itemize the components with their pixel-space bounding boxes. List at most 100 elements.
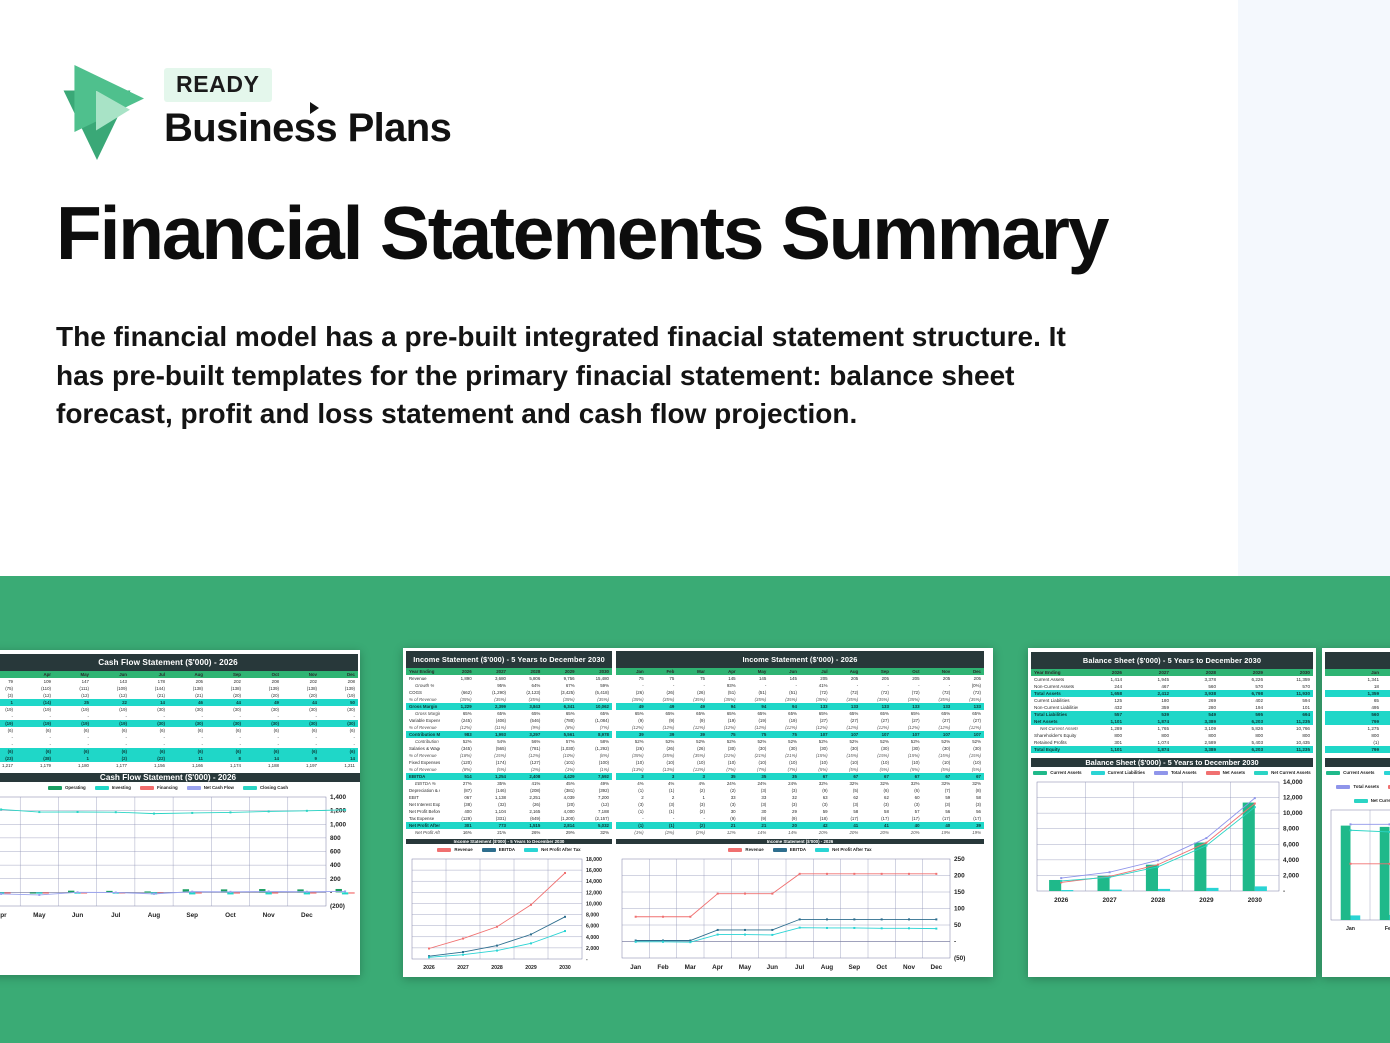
table-cell: (3) [944,802,951,807]
table-cell: (19) [727,718,736,723]
table-cell: (19) [789,718,797,723]
table-cell: (0%) [971,683,981,688]
table-cell: (120) [461,760,472,765]
table-cell: 1 [54,755,92,762]
legend-swatch [47,785,62,790]
table-cell: 35 [769,773,800,780]
legend-item: Current Liabilities [1383,770,1390,775]
svg-text:Jul: Jul [111,912,120,919]
svg-text:12,000: 12,000 [1283,795,1303,802]
table-cell: (35%) [754,697,767,702]
screenshot-panel-cashflow[interactable]: Cash Flow Statement ($'000) - 2026 Apr Ma… [0,650,360,975]
svg-text:12,000: 12,000 [586,890,602,896]
column-header: 2026 [461,669,472,674]
table-cell: 570 [1302,684,1310,689]
svg-text:Dec: Dec [930,964,942,971]
table-cell: (35%) [562,697,575,702]
table-cell: (51) [758,690,767,695]
brand-name-text: Business Plans [164,106,452,150]
table-cell: 6,798 [1219,690,1266,697]
table-cell: 52% [941,739,951,744]
table-cell: 15,480 [595,676,609,681]
legend-item: Financing [139,785,178,790]
table-cell: (27) [973,718,981,723]
table-row: Non-Current Assets 244 467 560 570 570 [1031,683,1313,690]
table-cell: 800 [1255,733,1263,738]
table-cell: (26) [697,690,705,695]
table-row: 52% 52% 52% 52% 52% 52% 52% 52% 52% 52% 52% 52% [616,738,984,745]
table-cell: 65% [726,711,736,716]
table-cell: 50 [320,699,358,706]
table-cell: 208 [271,679,279,684]
table-cell: 107 [861,731,892,738]
table-cell: (17) [973,816,981,821]
legend-swatch [815,847,830,852]
table-cell: 205 [912,676,920,681]
table-row: Depreciation & Amortisation (87) (146) (208… [406,787,612,794]
table-cell: 67 [953,773,984,780]
table-row: 2 2 1 33 33 32 63 62 62 60 59 58 [616,794,984,801]
svg-text:2030: 2030 [1248,897,1263,904]
table-cell: (72) [850,690,859,695]
table-row: 6572 [1325,697,1390,704]
table-cell: (649) [530,816,541,821]
table-cell: (2) [699,788,705,793]
table-cell: (6) [54,748,92,755]
screenshot-panel-balance-monthly[interactable]: JanFeb1,3411,32318361,3591,3596572495489… [1322,648,1390,977]
table-cell: 65% [972,711,981,716]
legend-item: EBITDA [481,847,516,852]
column-header: Jan [1371,670,1379,675]
table-cell: (1) [638,788,644,793]
table-cell: 75 [738,731,770,738]
balance-chart-plot: 14,000 12,000 10,000 8,000 6,000 4,000 2,000 - 2… [1031,777,1313,905]
table-cell: (17) [881,816,889,821]
table-row: 560561 [1325,711,1390,718]
table-cell: 269 [1208,698,1216,703]
table-cell: 205 [973,676,981,681]
screenshot-panel-balance[interactable]: Balance Sheet ($'000) - 5 Years to Decem… [1028,648,1316,977]
table-cell: 52% [972,739,981,744]
table-cell: (10) [697,760,705,765]
legend-swatch [1033,770,1048,775]
balance-monthly-chart-plot: Jan Feb [1325,805,1390,933]
table-cell: (5%) [971,767,981,772]
table-cell: 280 [1208,705,1216,710]
table-cell: 26% [531,830,541,835]
svg-text:Sep: Sep [186,912,198,919]
table-cell: 2,814 [543,822,578,829]
table-cell: (1,030) [560,746,575,751]
table-cell: (5%) [910,767,920,772]
table-row: - - - (9) (9) (9) (18) (17) (17) (17) (17) (17) [616,815,984,822]
table-cell: 63 [822,795,828,800]
table-cell: (138) [192,686,203,691]
legend-label: EBITDA [498,847,516,852]
table-cell: 95% [497,683,506,688]
income5y-chart-title: Income Statement ($'000) - 5 Years to De… [406,839,612,844]
table-cell: 1,323 [1382,676,1390,683]
table-cell: (9) [638,718,644,723]
table-cell: (5,418) [595,690,609,695]
legend-item: Total Assets [1153,770,1197,775]
table-row: Net Assets 1,101 1,874 3,389 6,203 11,235 [1031,718,1313,725]
table-cell: (27) [819,718,828,723]
table-cell: (30) [881,746,889,751]
table-cell: 75 [638,676,644,681]
table-cell: 1,359 [1382,690,1390,697]
column-header: Sep [232,672,241,677]
table-cell: (6) [16,748,54,755]
table-cell: - [277,714,279,719]
table-cell: (3) [975,802,981,807]
table-cell: (27) [881,718,889,723]
svg-text:4,000: 4,000 [1283,857,1299,864]
legend-label: Investing [111,785,131,790]
table-cell: 101 [1302,705,1310,710]
table-cell: 773 [474,822,509,829]
table-cell: (35%) [528,697,541,702]
svg-text:2029: 2029 [525,965,537,971]
table-cell: (144) [154,686,165,691]
svg-text:(50): (50) [954,955,965,962]
brand-name: Business Plans [164,102,452,151]
row-label: % of Revenue [409,767,437,772]
table-cell: (12%) [877,725,889,730]
screenshot-panel-income[interactable]: Income Statement ($'000) - 5 Years to De… [403,648,993,977]
